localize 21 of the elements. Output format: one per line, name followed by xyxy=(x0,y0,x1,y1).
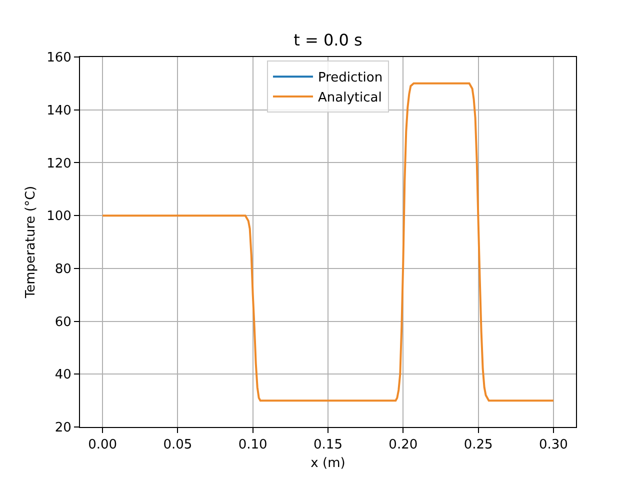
x-tick-label: 0.05 xyxy=(163,438,192,453)
y-tick-label: 80 xyxy=(54,262,72,277)
x-tick-label: 0.00 xyxy=(88,438,118,453)
x-axis-title: x (m) xyxy=(310,456,346,472)
y-tick-label: 100 xyxy=(46,209,72,224)
y-tick-label: 20 xyxy=(54,420,72,436)
legend-label: Prediction xyxy=(318,70,383,86)
x-tick-label: 0.20 xyxy=(388,438,418,453)
x-tick-label: 0.15 xyxy=(314,438,342,453)
x-tick-label: 0.10 xyxy=(238,438,268,453)
y-axis-title: Temperature (°C) xyxy=(24,186,39,300)
y-tick-label: 140 xyxy=(46,103,72,118)
x-tick-label: 0.30 xyxy=(538,438,568,453)
y-tick-label: 60 xyxy=(54,314,72,330)
legend-label: Analytical xyxy=(318,90,382,106)
y-tick-label: 40 xyxy=(54,368,72,383)
y-tick-label: 120 xyxy=(46,156,72,172)
chart-title: t = 0.0 s xyxy=(294,30,362,50)
line-series xyxy=(102,82,554,402)
x-tick-label: 0.25 xyxy=(464,438,493,453)
y-tick-label: 160 xyxy=(46,50,72,66)
